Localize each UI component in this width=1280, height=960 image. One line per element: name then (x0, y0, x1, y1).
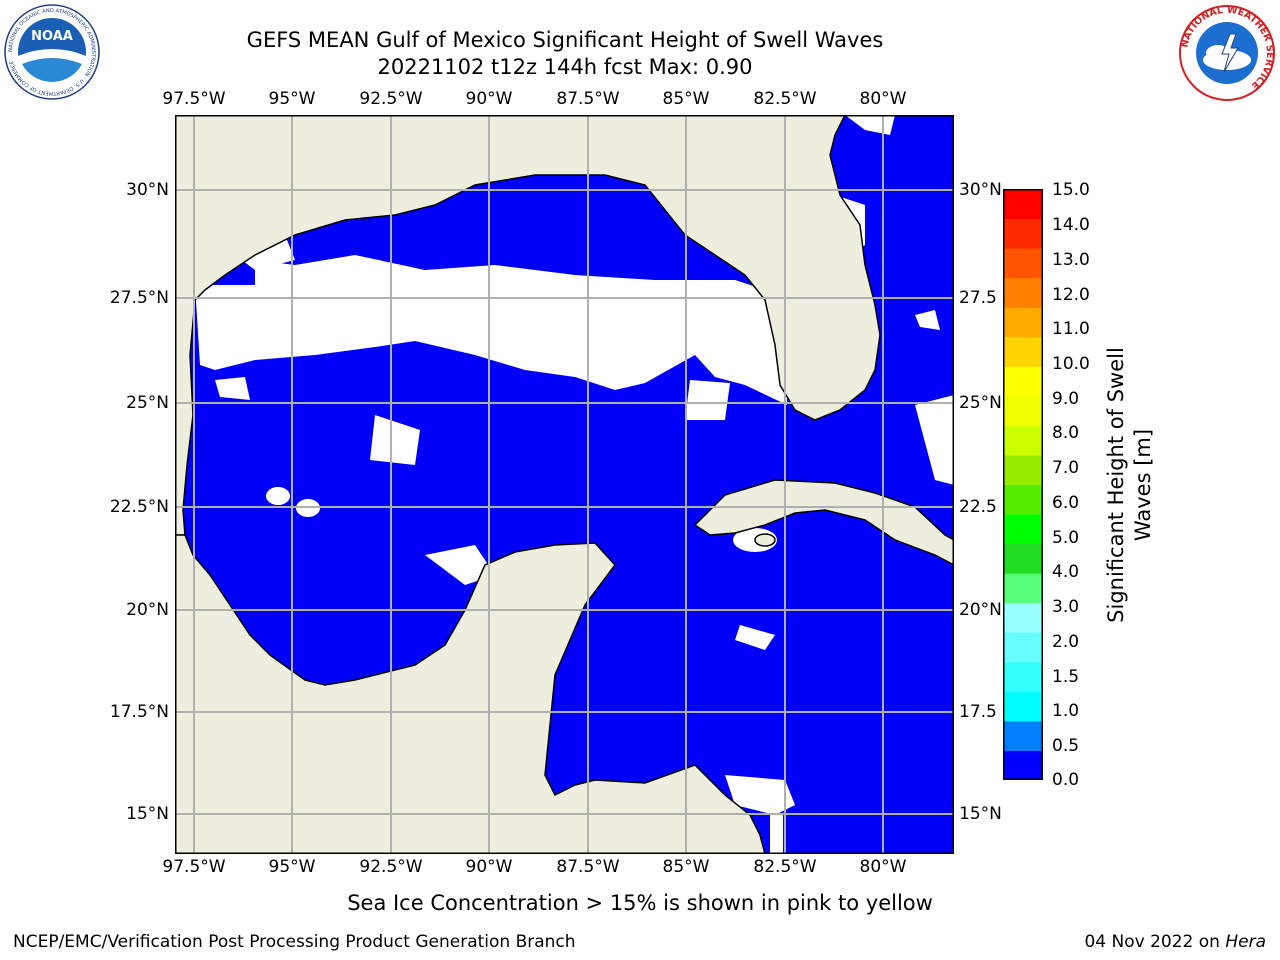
lon-tick-bottom: 92.5°W (359, 857, 423, 877)
colorbar-label-line1: Significant Height of Swell (1104, 347, 1128, 623)
lon-tick-top: 92.5°W (359, 89, 423, 109)
lon-tick-top: 85°W (662, 89, 710, 109)
land-mexico (175, 534, 766, 854)
colorbar-segment (1003, 691, 1043, 722)
lat-tick-right: 27.5 (959, 288, 997, 308)
colorbar-tick: 5.0 (1052, 528, 1080, 548)
lon-tick-top: 97.5°W (162, 89, 226, 109)
colorbar-border (1003, 189, 1043, 780)
lat-tick-right: 17.5 (959, 702, 997, 722)
lat-tick-left: 15°N (126, 804, 169, 824)
colorbar-tick: 9.0 (1052, 389, 1080, 409)
lon-tick-top: 82.5°W (753, 89, 817, 109)
colorbar-segment (1003, 484, 1043, 515)
colorbar-segment (1003, 218, 1043, 249)
lat-tick-left: 25°N (126, 393, 169, 413)
colorbar-tick: 0.5 (1052, 736, 1080, 756)
colorbar-segment (1003, 189, 1043, 220)
colorbar-segment (1003, 543, 1043, 574)
colorbar-tick: 6.0 (1052, 493, 1080, 513)
lon-tick-top: 95°W (268, 89, 316, 109)
lon-tick-top: 87.5°W (556, 89, 620, 109)
map-title-line1: GEFS MEAN Gulf of Mexico Significant Hei… (246, 28, 884, 52)
lat-tick-left: 30°N (126, 180, 169, 200)
lon-tick-bottom: 82.5°W (753, 857, 817, 877)
lat-tick-right: 30°N (959, 180, 1002, 200)
colorbar-segment (1003, 395, 1043, 426)
gulf-of-mexico-map (175, 115, 954, 854)
colorbar-segment (1003, 632, 1043, 663)
colorbar-tick: 8.0 (1052, 423, 1080, 443)
lat-tick-left: 27.5°N (109, 288, 169, 308)
colorbar-tick: 0.0 (1052, 770, 1080, 790)
map-title-line2: 20221102 t12z 144h fcst Max: 0.90 (377, 55, 753, 79)
map-gridlines (175, 115, 954, 854)
lon-tick-bottom: 95°W (268, 857, 316, 877)
footer-date: 04 Nov 2022 on Hera (1084, 932, 1266, 952)
lon-tick-bottom: 97.5°W (162, 857, 226, 877)
lat-tick-left: 17.5°N (109, 702, 169, 722)
colorbar-segment (1003, 661, 1043, 692)
colorbar-tick: 12.0 (1052, 285, 1090, 305)
colorbar-tick: 7.0 (1052, 458, 1080, 478)
noaa-logo-text: NOAA (31, 29, 73, 44)
lat-tick-right: 15°N (959, 804, 1002, 824)
colorbar-segment (1003, 602, 1043, 633)
colorbar-label: Significant Height of Swell Waves [m] (1103, 305, 1157, 665)
colorbar-segment (1003, 248, 1043, 279)
sea-ice-note: Sea Ice Concentration > 15% is shown in … (347, 891, 933, 915)
colorbar-segment (1003, 750, 1043, 780)
nws-logo: NATIONAL WEATHER SERVICE (1179, 5, 1275, 101)
colorbar-tick: 11.0 (1052, 319, 1090, 339)
lon-tick-bottom: 85°W (662, 857, 710, 877)
colorbar-segment (1003, 336, 1043, 367)
lon-tick-bottom: 90°W (465, 857, 513, 877)
colorbar-segment (1003, 720, 1043, 751)
colorbar-segment (1003, 514, 1043, 545)
colorbar-segment (1003, 454, 1043, 485)
colorbar-segment (1003, 307, 1043, 338)
lon-tick-bottom: 80°W (859, 857, 907, 877)
colorbar-tick: 14.0 (1052, 215, 1090, 235)
lat-tick-left: 20°N (126, 600, 169, 620)
colorbar-tick: 2.0 (1052, 632, 1080, 652)
colorbar-tick: 10.0 (1052, 354, 1090, 374)
lat-tick-right: 25°N (959, 393, 1002, 413)
colorbar-segment (1003, 425, 1043, 456)
lon-tick-top: 90°W (465, 89, 513, 109)
colorbar-tick: 1.5 (1052, 667, 1080, 687)
lat-tick-right: 22.5 (959, 497, 997, 517)
colorbar-tick: 1.0 (1052, 701, 1080, 721)
footer-credit: NCEP/EMC/Verification Post Processing Pr… (13, 932, 576, 952)
colorbar (1003, 189, 1043, 780)
lon-tick-bottom: 87.5°W (556, 857, 620, 877)
footer-machine-name: Hera (1225, 932, 1266, 952)
colorbar-segment (1003, 573, 1043, 604)
colorbar-tick: 15.0 (1052, 180, 1090, 200)
land-cuba (693, 479, 954, 566)
colorbar-tick: 4.0 (1052, 562, 1080, 582)
colorbar-segment (1003, 277, 1043, 308)
footer-date-text: 04 Nov 2022 on (1084, 932, 1226, 952)
colorbar-tick: 13.0 (1052, 250, 1090, 270)
colorbar-segment (1003, 366, 1043, 397)
lat-tick-left: 22.5°N (109, 497, 169, 517)
colorbar-tick: 3.0 (1052, 597, 1080, 617)
lon-tick-top: 80°W (859, 89, 907, 109)
lat-tick-right: 20°N (959, 600, 1002, 620)
colorbar-label-line2: Waves [m] (1131, 428, 1155, 542)
noaa-logo: NATIONAL OCEANIC AND ATMOSPHERIC ADMINIS… (4, 4, 100, 100)
white-swell-areas (195, 115, 954, 854)
